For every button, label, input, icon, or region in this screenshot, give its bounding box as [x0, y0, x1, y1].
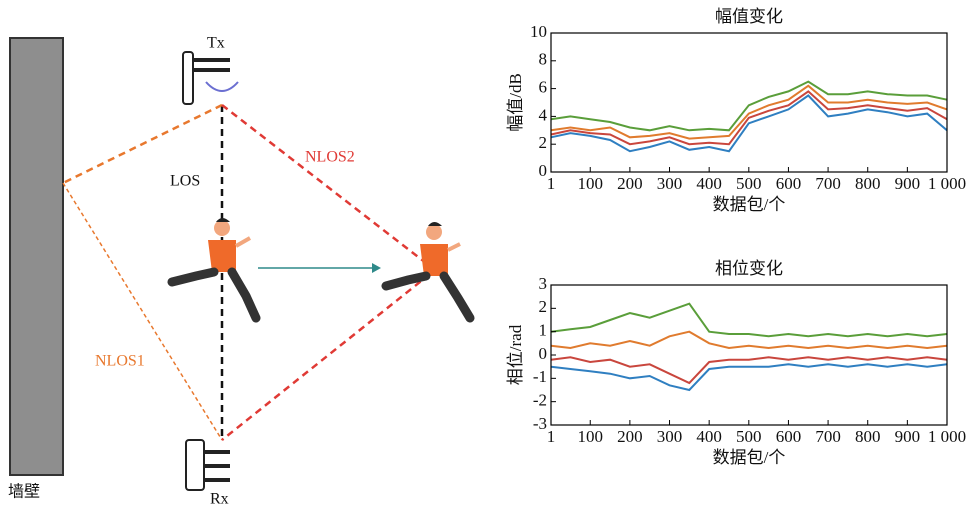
x-tick-label: 400	[696, 427, 722, 446]
y-tick-label: 4	[539, 105, 548, 124]
nlos1-path	[62, 103, 223, 185]
nlos1-label: NLOS1	[95, 353, 145, 370]
x-tick-label: 600	[776, 427, 802, 446]
arrow-head	[372, 263, 381, 273]
series-line	[550, 84, 948, 140]
tx-device	[182, 51, 239, 105]
series-line	[550, 302, 948, 338]
x-tick-label: 500	[736, 427, 762, 446]
y-tick-label: -3	[533, 414, 547, 433]
y-tick-label: 2	[539, 297, 548, 316]
x-tick-label: 700	[815, 427, 841, 446]
series-line	[550, 80, 948, 132]
y-tick-label: 3	[539, 274, 548, 293]
rx-device	[185, 439, 230, 491]
los-label: LOS	[170, 173, 200, 190]
series-line	[550, 330, 948, 350]
wall-label: 墙壁	[8, 482, 40, 501]
plot-frame	[550, 284, 948, 426]
y-tick-label: 1	[539, 321, 548, 340]
series-line	[550, 363, 948, 392]
x-tick-label: 200	[617, 427, 643, 446]
x-tick-label: 900	[895, 174, 921, 193]
series-line	[550, 356, 948, 385]
x-tick-label: 600	[776, 174, 802, 193]
person	[381, 222, 475, 323]
x-tick-label: 100	[577, 174, 603, 193]
x-tick-label: 800	[855, 427, 881, 446]
y-axis-label: 相位/rad	[506, 324, 525, 385]
nlos2-label: NLOS2	[305, 149, 355, 166]
x-tick-label: 900	[895, 427, 921, 446]
nlos1-path	[62, 182, 223, 441]
x-axis-label: 数据包/个	[713, 195, 786, 214]
scene: 墙壁 Tx Rx LOS NLOS2 NLOS1	[8, 35, 475, 508]
person	[167, 218, 261, 323]
x-tick-label: 800	[855, 174, 881, 193]
x-tick-label: 300	[657, 174, 683, 193]
x-tick-label: 500	[736, 174, 762, 193]
x-tick-label: 200	[617, 174, 643, 193]
y-tick-label: 6	[539, 78, 548, 97]
series-line	[550, 90, 948, 146]
x-tick-label: 300	[657, 427, 683, 446]
wall	[9, 37, 64, 476]
y-tick-label: 8	[539, 50, 548, 69]
y-tick-label: -1	[533, 367, 547, 386]
y-tick-label: 10	[530, 22, 547, 41]
y-tick-label: -2	[533, 391, 547, 410]
y-tick-label: 0	[539, 161, 548, 180]
rx-label: Rx	[210, 491, 229, 508]
x-tick-label: 1	[547, 427, 556, 446]
x-tick-label: 400	[696, 174, 722, 193]
tx-label: Tx	[207, 35, 225, 52]
series-line	[550, 94, 948, 153]
chart-title: 幅值变化	[715, 7, 783, 26]
y-tick-label: 2	[539, 133, 548, 152]
x-axis-label: 数据包/个	[713, 448, 786, 467]
chart-title: 相位变化	[715, 259, 783, 278]
y-tick-label: 0	[539, 344, 548, 363]
x-tick-label: 100	[577, 427, 603, 446]
x-tick-label: 700	[815, 174, 841, 193]
x-tick-label: 1 000	[928, 174, 966, 193]
plot-frame	[550, 32, 948, 173]
x-tick-label: 1 000	[928, 427, 966, 446]
x-tick-label: 1	[547, 174, 556, 193]
y-axis-label: 幅值/dB	[506, 73, 525, 132]
